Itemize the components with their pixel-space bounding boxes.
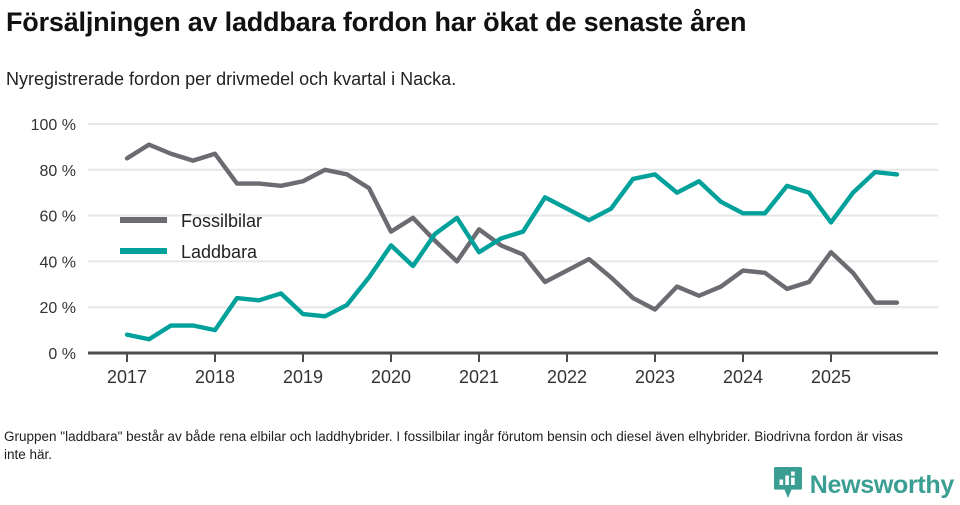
- y-axis-tick-label: 80 %: [40, 163, 76, 180]
- x-axis-tick-label: 2017: [107, 367, 147, 387]
- y-axis-tick-label: 20 %: [40, 300, 76, 317]
- x-axis-tick-label: 2018: [195, 367, 235, 387]
- chart-subtitle: Nyregistrerade fordon per drivmedel och …: [6, 69, 457, 89]
- legend-label: Laddbara: [181, 242, 258, 262]
- legend-label: Fossilbilar: [181, 211, 262, 231]
- chart-footnote: Gruppen "laddbara" består av både rena e…: [4, 429, 903, 462]
- page-title: Försäljningen av laddbara fordon har öka…: [6, 7, 747, 37]
- newsworthy-logo: Newsworthy: [773, 466, 955, 505]
- x-axis-tick-label: 2022: [547, 367, 587, 387]
- series-line-fossilbilar: [124, 142, 900, 312]
- series-line-laddbara: [124, 169, 900, 342]
- line-chart-svg: 0 % 20 % 40 % 60 % 80 % 100 % 2017 2018 2019 2020…: [31, 117, 938, 387]
- y-axis-tick-label: 100 %: [31, 117, 76, 134]
- y-axis-tick-label: 60 %: [40, 209, 76, 226]
- x-axis-tick-label: 2021: [459, 367, 499, 387]
- y-axis-tick-label: 0 %: [48, 346, 76, 363]
- x-axis-tick-label: 2020: [371, 367, 411, 387]
- x-axis-tick-label: 2019: [283, 367, 323, 387]
- brand-name: Newsworthy: [809, 470, 955, 499]
- chart-plot-area: 0 % 20 % 40 % 60 % 80 % 100 % 2017 2018 2019 2020…: [0, 105, 960, 395]
- x-axis-tick-label: 2024: [723, 367, 763, 387]
- x-axis-tick-label: 2025: [811, 367, 851, 387]
- y-axis-tick-label: 40 %: [40, 254, 76, 271]
- x-axis-tick-label: 2023: [635, 367, 675, 387]
- bar-chart-pin-icon: [773, 466, 803, 505]
